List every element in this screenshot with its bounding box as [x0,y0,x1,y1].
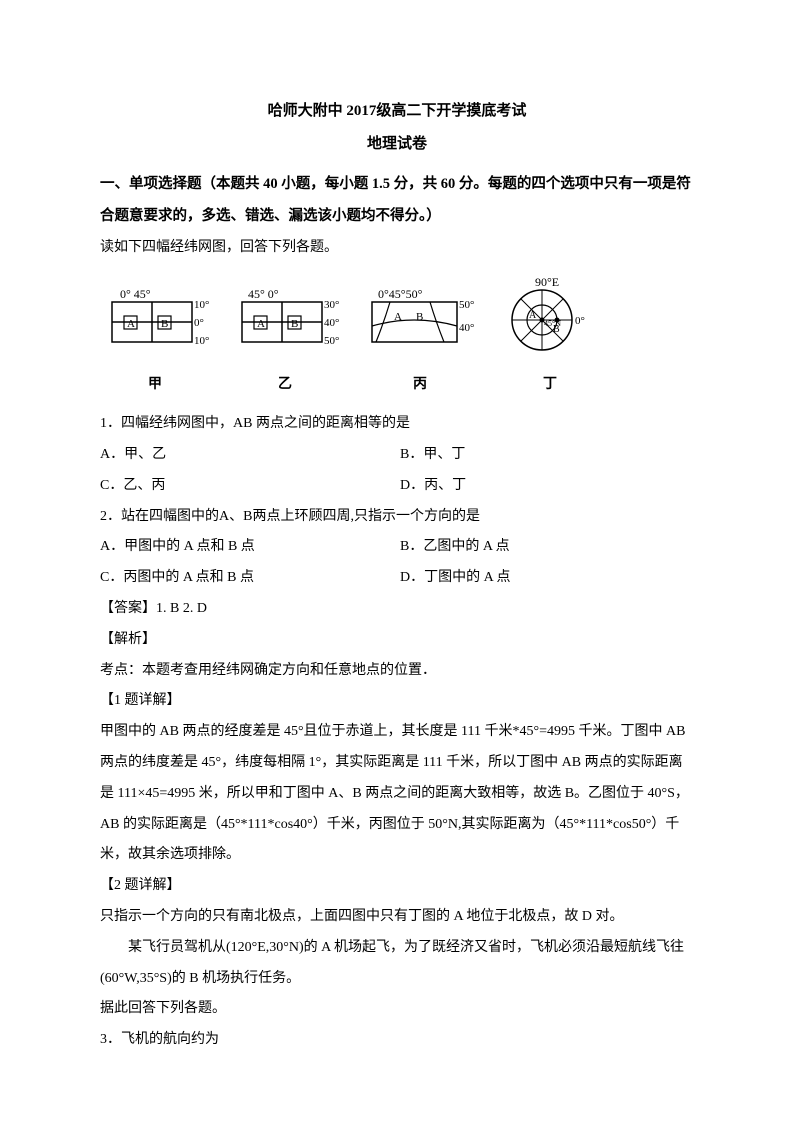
svg-text:B: B [553,324,560,335]
diagram-bing: 0°45°50° A B 50° 40° 丙 [360,286,480,402]
q2-options-row1: A．甲图中的 A 点和 B 点 B．乙图中的 A 点 [100,532,694,563]
svg-text:0°: 0° [575,315,585,327]
q1-detail: 甲图中的 AB 两点的经度差是 45°且位于赤道上，其长度是 111 千米*45… [100,717,694,871]
q1-options-row2: C．乙、丙 D．丙、丁 [100,471,694,502]
diagram-yi: 45° 0° A B 30° 40° 50° 乙 [230,286,340,402]
q2-options-row2: C．丙图中的 A 点和 B 点 D．丁图中的 A 点 [100,563,694,594]
q1-option-d: D．丙、丁 [400,471,694,502]
analysis-label: 【解析】 [100,625,694,656]
exam-point: 考点：本题考查用经纬网确定方向和任意地点的位置． [100,656,694,687]
svg-text:10°: 10° [194,335,209,347]
svg-text:10°: 10° [194,299,209,311]
svg-text:0°: 0° [194,317,204,329]
diagram-ding: 90°E 0° A 45°N B 丁 [500,276,600,402]
svg-text:0°45°50°: 0°45°50° [378,287,423,301]
svg-text:B: B [291,318,298,330]
diagram-ding-label: 丁 [500,370,600,401]
context: 某飞行员驾机从(120°E,30°N)的 A 机场起飞，为了既经济又省时，飞机必… [100,933,694,995]
q2-option-b: B．乙图中的 A 点 [400,532,694,563]
q1-detail-label: 【1 题详解】 [100,686,694,717]
q2-option-a: A．甲图中的 A 点和 B 点 [100,532,400,563]
page-title: 哈师大附中 2017级高二下开学摸底考试 [100,95,694,128]
q1-option-c: C．乙、丙 [100,471,400,502]
page-subtitle: 地理试卷 [100,128,694,161]
svg-text:40°: 40° [459,322,474,334]
q2-text: 2．站在四幅图中的A、B两点上环顾四周,只指示一个方向的是 [100,502,694,533]
section-header: 一、单项选择题（本题共 40 小题，每小题 1.5 分，共 60 分。每题的四个… [100,169,694,233]
q2-detail-label: 【2 题详解】 [100,871,694,902]
diagram-jia-label: 甲 [100,370,210,401]
intro-text: 读如下四幅经纬网图，回答下列各题。 [100,233,694,264]
diagram-bing-label: 丙 [360,370,480,401]
diagram-jia-svg: 0° 45° A B 10° 0° 10° [100,286,210,354]
context-instruction: 据此回答下列各题。 [100,994,694,1025]
svg-text:B: B [416,311,423,323]
svg-text:50°: 50° [324,335,339,347]
q2-option-d: D．丁图中的 A 点 [400,563,694,594]
svg-text:90°E: 90°E [535,276,559,289]
svg-text:A: A [529,310,537,321]
diagram-yi-svg: 45° 0° A B 30° 40° 50° [230,286,340,354]
svg-text:0° 45°: 0° 45° [120,287,151,301]
svg-text:50°: 50° [459,299,474,311]
svg-text:B: B [161,318,168,330]
diagram-ding-svg: 90°E 0° A 45°N B [500,276,600,354]
svg-text:A: A [257,318,265,330]
q1-option-b: B．甲、丁 [400,440,694,471]
q1-options-row1: A．甲、乙 B．甲、丁 [100,440,694,471]
q1-text: 1．四幅经纬网图中，AB 两点之间的距离相等的是 [100,409,694,440]
answer: 【答案】1. B 2. D [100,594,694,625]
q3-text: 3．飞机的航向约为 [100,1025,694,1056]
diagram-bing-svg: 0°45°50° A B 50° 40° [360,286,480,354]
svg-text:45° 0°: 45° 0° [248,287,279,301]
q2-option-c: C．丙图中的 A 点和 B 点 [100,563,400,594]
diagram-yi-label: 乙 [230,370,340,401]
svg-text:30°: 30° [324,299,339,311]
diagram-container: 0° 45° A B 10° 0° 10° 甲 45° 0° A B 30° 4… [100,276,694,402]
q1-option-a: A．甲、乙 [100,440,400,471]
q2-detail: 只指示一个方向的只有南北极点，上面四图中只有丁图的 A 地位于北极点，故 D 对… [100,902,694,933]
diagram-jia: 0° 45° A B 10° 0° 10° 甲 [100,286,210,402]
svg-text:A: A [394,311,402,323]
svg-text:A: A [127,318,135,330]
svg-text:40°: 40° [324,317,339,329]
